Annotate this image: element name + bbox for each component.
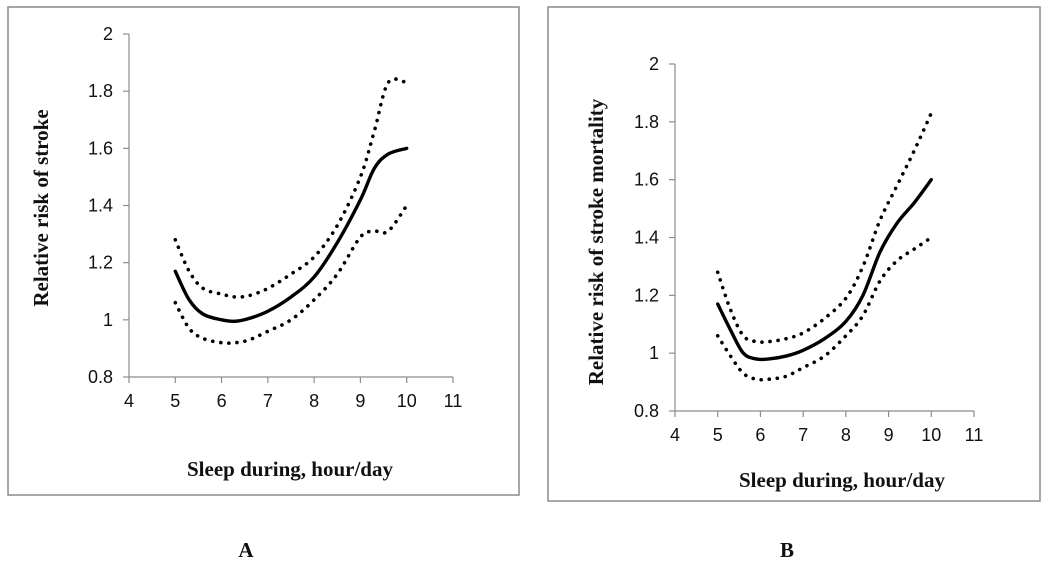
panel-b-x-tick-label: 5 xyxy=(713,425,723,445)
panel-a-y-tick-label: 1.2 xyxy=(88,253,113,273)
panel-a-x-tick-label: 11 xyxy=(444,391,463,411)
panel-b-upper-ci-line xyxy=(715,111,934,344)
panel-a-frame xyxy=(7,6,520,496)
panel-b-x-tick-label: 9 xyxy=(884,425,894,445)
panel-a-y-tick-label: 2 xyxy=(103,24,113,44)
panel-b-x-tick-label: 8 xyxy=(841,425,851,445)
panel-b-x-tick-label: 7 xyxy=(798,425,808,445)
panel-b-lower-ci-line xyxy=(715,235,934,382)
panel-a-x-tick-label: 5 xyxy=(170,391,180,411)
panel-a-label: A xyxy=(238,538,254,562)
panel-b-x-axis-label: Sleep during, hour/day xyxy=(739,468,945,492)
panel-a-x-tick-label: 4 xyxy=(124,391,134,411)
panel-a-y-tick-label: 1.6 xyxy=(88,138,113,158)
panel-a-y-tick-label: 1 xyxy=(103,310,113,330)
panel-b-relative-risk-line xyxy=(716,177,933,362)
panel-b-label: B xyxy=(780,538,794,562)
panel-b-y-tick-label: 1.6 xyxy=(634,170,659,190)
panel-b-y-tick-label: 1.8 xyxy=(634,112,659,132)
panel-b-x-tick-label: 4 xyxy=(670,425,680,445)
panel-a-y-tick-label: 1.8 xyxy=(88,81,113,101)
panel-b-y-tick-label: 0.8 xyxy=(634,401,659,421)
panel-a-upper-ci-line xyxy=(173,77,409,299)
panel-b-y-tick-label: 1.2 xyxy=(634,285,659,305)
panel-a-lower-ci-line xyxy=(173,203,409,345)
panel-b-y-tick-label: 1.4 xyxy=(634,228,659,248)
panel-b-x-tick-label: 11 xyxy=(965,425,984,445)
panel-a-relative-risk-line xyxy=(173,146,409,324)
panel-a-y-tick-label: 0.8 xyxy=(88,367,113,387)
panel-a-x-axis-label: Sleep during, hour/day xyxy=(187,457,393,481)
panel-a-y-axis-label: Relative risk of stroke xyxy=(29,109,53,306)
panel-b: 0.8 1 1.2 1.4 1.6 1.8 2 4 5 6 7 8 9 10 11 Sleep during… xyxy=(547,6,1041,562)
panel-a-y-tick-label: 1.4 xyxy=(88,196,113,216)
panel-b-x-tick-label: 10 xyxy=(921,425,941,445)
panel-b-y-axis-label: Relative risk of stroke mortality xyxy=(584,98,608,385)
panel-a-x-tick-label: 10 xyxy=(397,391,417,411)
panel-b-y-tick-label: 2 xyxy=(649,54,659,74)
panel-a-x-tick-label: 8 xyxy=(309,391,319,411)
panel-a-x-tick-label: 6 xyxy=(217,391,227,411)
panel-b-plot-area: 0.8 1 1.2 1.4 1.6 1.8 2 4 5 6 7 8 9 10 11 xyxy=(634,54,983,445)
panel-a: 0.8 1 1.2 1.4 1.6 1.8 2 4 5 6 7 8 9 10 11 Sleep during… xyxy=(7,6,520,562)
panel-b-x-tick-label: 6 xyxy=(755,425,765,445)
panel-b-frame xyxy=(547,6,1041,502)
panel-a-plot-area: 0.8 1 1.2 1.4 1.6 1.8 2 4 5 6 7 8 9 10 11 xyxy=(88,24,462,411)
panel-b-y-tick-label: 1 xyxy=(649,343,659,363)
panel-a-x-tick-label: 9 xyxy=(355,391,365,411)
panel-a-x-tick-label: 7 xyxy=(263,391,273,411)
